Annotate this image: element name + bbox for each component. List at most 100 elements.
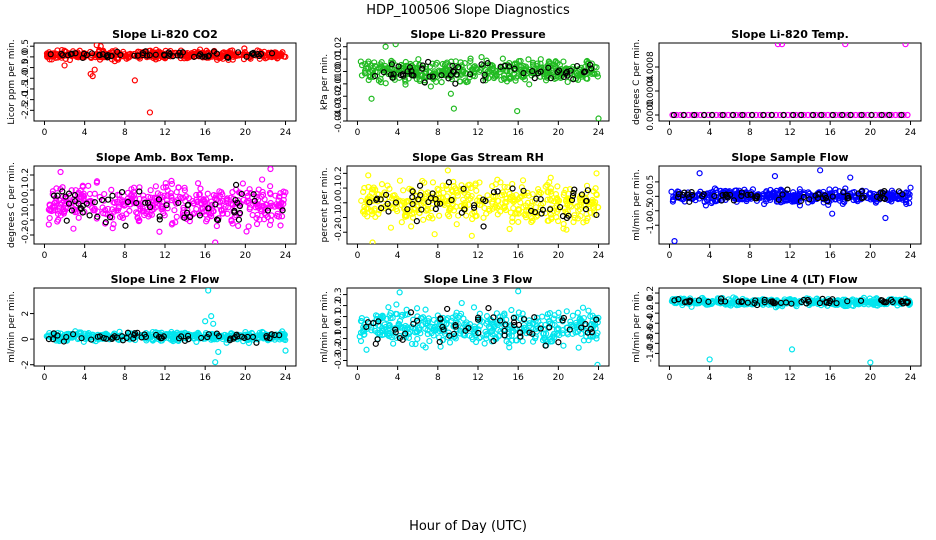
data-point-reference xyxy=(146,52,153,59)
x-tick-label: 12 xyxy=(472,128,483,138)
data-point-reference xyxy=(681,189,688,196)
x-tick-label: 16 xyxy=(199,128,211,138)
data-point xyxy=(387,309,394,317)
data-point xyxy=(429,179,437,186)
y-tick-label: -1.0 xyxy=(646,216,656,234)
data-point-reference xyxy=(372,340,379,347)
data-points xyxy=(357,43,602,121)
data-point xyxy=(197,185,204,192)
data-point xyxy=(403,212,410,219)
data-point xyxy=(259,176,266,183)
data-point xyxy=(669,198,677,205)
data-point-reference xyxy=(71,192,79,199)
data-point-reference xyxy=(497,317,504,324)
data-point xyxy=(109,206,116,213)
data-point xyxy=(396,332,403,340)
data-point-reference xyxy=(681,299,689,306)
data-point-outlier xyxy=(267,166,274,173)
x-tick-label: 16 xyxy=(512,251,524,261)
data-point xyxy=(536,188,543,196)
data-point-reference xyxy=(520,187,527,194)
data-point xyxy=(241,45,248,52)
data-point xyxy=(466,74,473,81)
data-point-reference xyxy=(187,213,194,221)
y-tick-label: 0.0 xyxy=(646,189,656,204)
data-point xyxy=(258,206,265,213)
data-point-reference xyxy=(858,111,865,119)
data-point xyxy=(441,71,448,79)
data-point xyxy=(147,194,154,201)
data-point-reference xyxy=(455,64,462,71)
data-point-reference xyxy=(546,324,553,331)
data-point xyxy=(583,217,590,225)
data-point-reference xyxy=(474,314,482,321)
data-point xyxy=(280,188,287,195)
data-point-outlier xyxy=(392,43,399,48)
y-tick-label: 0.2 xyxy=(334,166,344,180)
chart-panel-6: Slope Sample Flow 0 4 8 12 16 20 24 -1.0-0.50.00… xyxy=(632,151,922,261)
data-point xyxy=(84,331,91,338)
data-point-reference xyxy=(490,314,497,321)
data-point-reference xyxy=(202,53,209,60)
data-point xyxy=(560,191,567,199)
data-point-reference xyxy=(528,207,535,214)
data-point xyxy=(856,111,863,119)
data-point xyxy=(408,340,416,348)
data-point-reference xyxy=(471,202,478,209)
y-tick-label: -0.6 xyxy=(646,324,656,342)
data-point xyxy=(529,198,536,205)
data-point-outlier xyxy=(774,43,782,48)
data-point xyxy=(137,205,144,213)
data-point-reference xyxy=(131,52,138,59)
y-tick-label: 0.5 xyxy=(646,175,656,189)
panel-title: Slope Li-820 Pressure xyxy=(410,28,545,41)
data-point-reference xyxy=(418,206,425,213)
data-point-reference xyxy=(509,185,516,192)
data-point-reference xyxy=(238,190,245,198)
data-point-outlier xyxy=(210,320,217,327)
data-point xyxy=(425,318,432,325)
data-point xyxy=(574,215,582,222)
data-point-reference xyxy=(671,297,678,304)
data-point xyxy=(358,62,366,69)
data-point-outlier xyxy=(282,347,289,354)
data-point xyxy=(402,78,409,85)
data-point xyxy=(267,217,275,224)
data-point-reference xyxy=(243,53,250,60)
data-point xyxy=(424,205,431,212)
data-point xyxy=(473,187,480,194)
data-point-reference xyxy=(390,71,397,78)
data-point-reference xyxy=(136,188,143,195)
data-point xyxy=(176,193,184,201)
data-point xyxy=(553,331,561,338)
data-point-reference xyxy=(175,199,182,206)
data-point xyxy=(418,322,425,329)
data-point xyxy=(140,196,147,203)
data-point-reference xyxy=(465,324,472,332)
data-point xyxy=(697,111,704,119)
data-point xyxy=(502,206,509,214)
data-point-reference xyxy=(582,206,590,213)
y-tick-label: 0.1 xyxy=(334,309,344,323)
y-tick-label: -0.1 xyxy=(334,330,344,348)
data-point xyxy=(360,188,367,195)
data-point-reference xyxy=(790,111,797,119)
data-point xyxy=(133,209,140,216)
data-point xyxy=(360,324,367,331)
data-point xyxy=(86,190,94,198)
data-point-reference xyxy=(584,187,591,194)
data-point xyxy=(519,338,526,345)
data-point xyxy=(525,192,532,199)
data-point-reference xyxy=(69,331,77,338)
data-point-reference xyxy=(375,318,382,325)
data-point xyxy=(371,59,378,66)
data-point-outlier xyxy=(771,173,779,180)
data-point xyxy=(243,51,250,58)
data-point-reference xyxy=(440,326,447,333)
data-point xyxy=(903,200,910,208)
data-points xyxy=(45,166,289,244)
data-point-reference xyxy=(537,325,544,332)
data-point-reference xyxy=(537,196,544,203)
data-point xyxy=(461,189,468,196)
data-point xyxy=(446,339,454,346)
